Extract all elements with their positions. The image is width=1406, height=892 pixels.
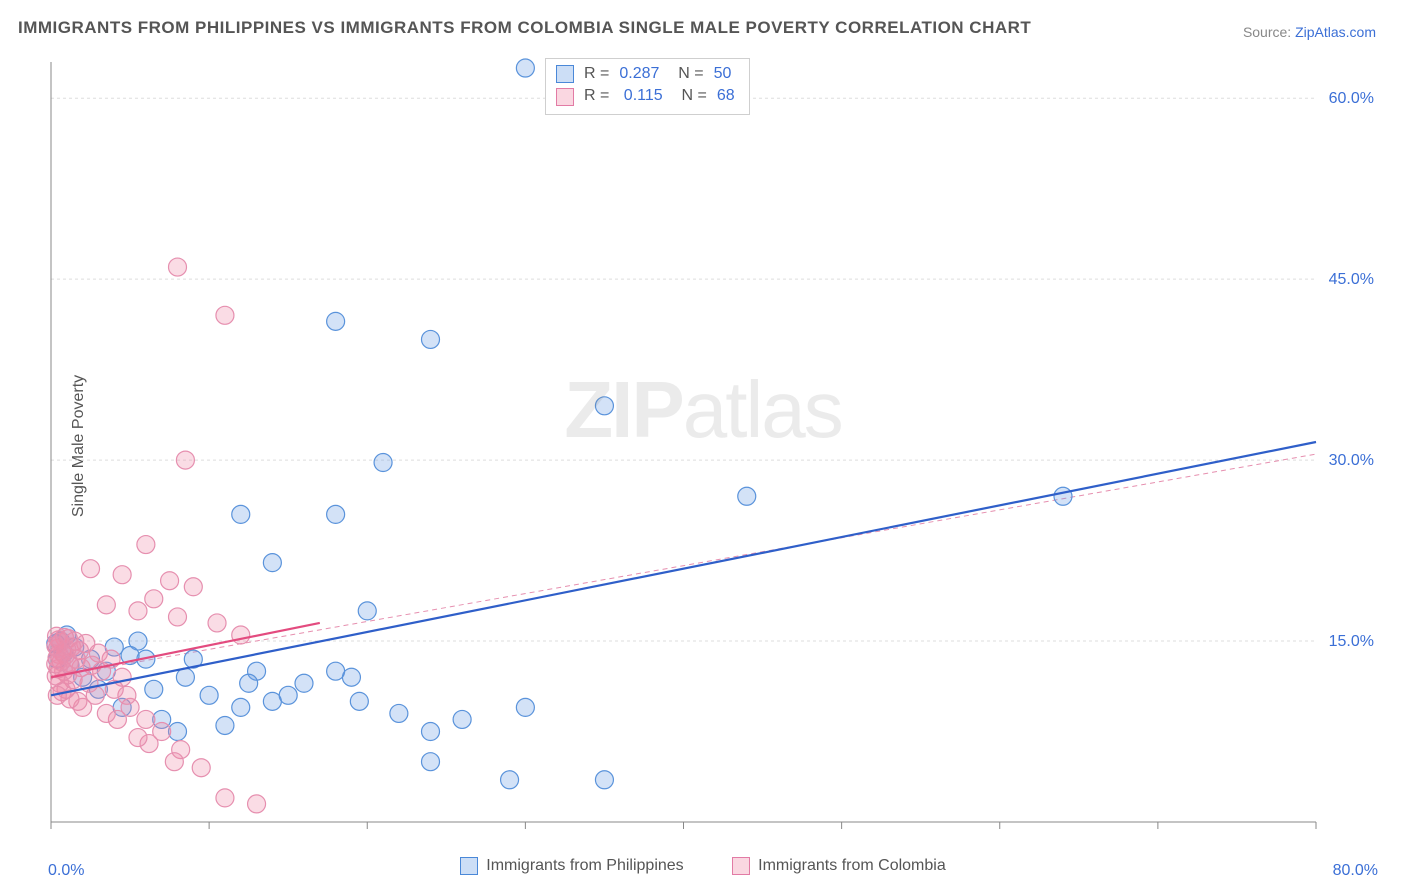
svg-text:30.0%: 30.0% [1329,452,1374,469]
legend-label: Immigrants from Colombia [758,857,946,875]
svg-text:15.0%: 15.0% [1329,633,1374,650]
stat-row-blue: R = 0.287 N = 50 [556,63,735,85]
watermark-bold: ZIP [564,365,682,454]
swatch-blue-icon [460,857,478,875]
watermark-rest: atlas [683,365,842,454]
watermark: ZIPatlas [564,364,841,456]
chart-title: IMMIGRANTS FROM PHILIPPINES VS IMMIGRANT… [18,18,1031,38]
legend-label: Immigrants from Philippines [486,857,683,875]
source-label: Source: [1243,24,1295,40]
swatch-blue-icon [556,65,574,83]
svg-text:60.0%: 60.0% [1329,90,1374,107]
stat-r-blue: 0.287 [619,63,659,85]
source-link[interactable]: ZipAtlas.com [1295,24,1376,40]
stat-n-blue: 50 [714,63,732,85]
stat-r-label: R = [584,85,609,107]
stat-r-pink: 0.115 [619,85,662,107]
svg-text:45.0%: 45.0% [1329,271,1374,288]
stat-n-label: N = [673,85,707,107]
stat-r-label: R = [584,63,609,85]
stats-legend-box: R = 0.287 N = 50 R = 0.115 N = 68 [545,58,750,115]
bottom-legend: Immigrants from Philippines Immigrants f… [0,857,1406,880]
stat-n-pink: 68 [717,85,735,107]
source-attribution: Source: ZipAtlas.com [1243,24,1376,40]
legend-item-philippines: Immigrants from Philippines [460,857,683,875]
swatch-pink-icon [732,857,750,875]
legend-item-colombia: Immigrants from Colombia [732,857,946,875]
stat-row-pink: R = 0.115 N = 68 [556,85,735,107]
swatch-pink-icon [556,88,574,106]
stat-n-label: N = [669,63,703,85]
